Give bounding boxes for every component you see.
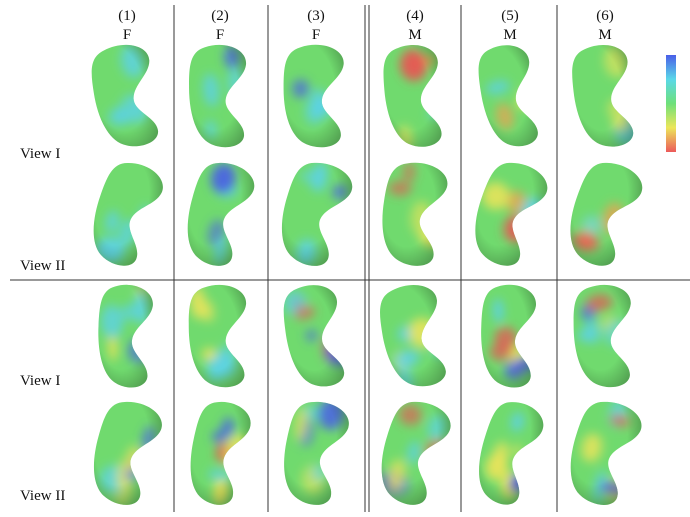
surface (274, 157, 356, 272)
surface-shade (185, 399, 253, 508)
surface (279, 393, 352, 508)
surface-shade (83, 39, 171, 155)
row-label: View II (20, 258, 65, 274)
column-index: (2) (211, 8, 229, 24)
surface (561, 157, 646, 272)
row-label: View I (20, 146, 60, 162)
column-index: (1) (118, 8, 136, 24)
surface (87, 397, 165, 511)
column-sex: M (408, 27, 421, 43)
surface-shade (279, 399, 351, 508)
surface (479, 283, 541, 389)
column-index: (5) (501, 8, 519, 24)
surface (83, 39, 171, 155)
surface (279, 42, 352, 151)
column-index: (3) (307, 8, 325, 24)
surface (96, 283, 157, 389)
column-index: (6) (596, 8, 614, 24)
row-label: View I (20, 373, 60, 389)
surface-shade (563, 396, 645, 509)
surface (185, 399, 255, 509)
surface (371, 279, 458, 395)
surface-shade (374, 396, 455, 509)
surface-shade (561, 157, 646, 272)
row-label: View II (20, 488, 65, 504)
surface-shade (184, 282, 255, 391)
surface (377, 40, 453, 152)
surface-shade (564, 40, 644, 153)
surface-shade (274, 158, 356, 271)
surface-shade (377, 40, 453, 152)
surface-shade (96, 284, 157, 389)
surface (181, 158, 258, 270)
surface (184, 42, 254, 151)
surface (380, 161, 449, 268)
column-sex: M (598, 27, 611, 43)
surface-shade (184, 42, 254, 151)
surface (471, 397, 547, 510)
surface (466, 156, 553, 271)
surface (184, 281, 256, 391)
surface (276, 279, 359, 393)
column-sex: F (216, 27, 224, 43)
surface (568, 282, 641, 391)
surface-shade (471, 40, 549, 153)
column-sex: M (503, 27, 516, 43)
surface (564, 40, 645, 155)
surface-shade (568, 282, 641, 391)
column-sex: F (123, 27, 131, 43)
surface-shade (276, 280, 356, 393)
surface (471, 39, 551, 153)
figure: (1) F (2) F (3) F (4) M (5) M (6) M View I View II Vie… (0, 0, 690, 512)
surface (374, 396, 456, 509)
surface-shade (87, 397, 165, 509)
surface-shade (380, 161, 449, 267)
surface-shade (479, 283, 541, 389)
surface-shade (471, 397, 547, 510)
surface (85, 157, 167, 271)
surface-shade (85, 157, 167, 271)
colorbar (666, 55, 676, 152)
surface-spot (516, 85, 541, 106)
surface-shade (181, 158, 258, 270)
surface-shade (279, 42, 352, 151)
surface-shade (466, 156, 552, 271)
surface-shade (371, 279, 458, 395)
surface (563, 392, 648, 510)
column-sex: F (312, 27, 320, 43)
column-index: (4) (406, 8, 424, 24)
